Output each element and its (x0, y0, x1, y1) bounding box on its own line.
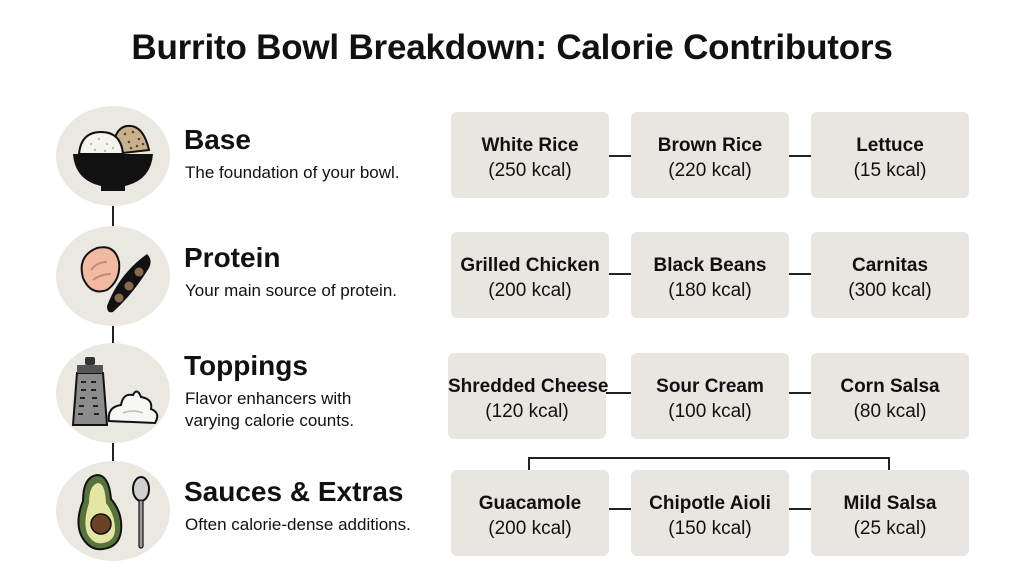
item-name: Shredded Cheese (448, 376, 609, 397)
item-name: Brown Rice (657, 135, 763, 156)
item-card-brown-rice: Brown Rice (220 kcal) (631, 112, 789, 198)
item-kcal: (15 kcal) (853, 160, 927, 181)
item-connector (789, 273, 811, 275)
item-name: Guacamole (478, 493, 582, 514)
item-name: White Rice (481, 135, 579, 156)
item-connector (606, 392, 631, 394)
item-kcal: (25 kcal) (853, 518, 927, 539)
item-connector (609, 155, 631, 157)
item-name: Carnitas (851, 255, 929, 276)
category-description-sauces-extras: Often calorie-dense additions. (185, 515, 411, 534)
category-title-base: Base (184, 124, 251, 155)
item-kcal: (80 kcal) (853, 401, 927, 422)
item-name: Grilled Chicken (460, 255, 600, 276)
item-card-mild-salsa: Mild Salsa (25 kcal) (811, 470, 969, 556)
item-name: Black Beans (653, 255, 767, 276)
item-name: Chipotle Aioli (649, 493, 771, 514)
category-connector-line (112, 190, 114, 480)
item-connector (609, 508, 631, 510)
item-kcal: (200 kcal) (488, 280, 572, 301)
description-line: varying calorie counts. (185, 411, 355, 430)
item-card-shredded-cheese: Shredded Cheese (120 kcal) (448, 353, 609, 439)
chicken-beans-icon (56, 226, 170, 326)
item-card-corn-salsa: Corn Salsa (80 kcal) (811, 353, 969, 439)
item-connector (609, 273, 631, 275)
item-card-lettuce: Lettuce (15 kcal) (811, 112, 969, 198)
category-description-base: The foundation of your bowl. (185, 163, 400, 182)
description-line: Flavor enhancers with (185, 389, 352, 408)
item-card-grilled-chicken: Grilled Chicken (200 kcal) (451, 232, 609, 318)
item-kcal: (150 kcal) (668, 518, 752, 539)
item-name: Lettuce (856, 135, 924, 156)
item-card-white-rice: White Rice (250 kcal) (451, 112, 609, 198)
item-kcal: (250 kcal) (488, 160, 572, 181)
item-connector (789, 392, 811, 394)
item-name: Mild Salsa (843, 493, 937, 514)
item-connector (789, 508, 811, 510)
item-kcal: (120 kcal) (485, 401, 569, 422)
item-card-carnitas: Carnitas (300 kcal) (811, 232, 969, 318)
category-description-protein: Your main source of protein. (185, 281, 397, 300)
item-name: Sour Cream (656, 376, 764, 397)
item-connector (789, 155, 811, 157)
category-title-protein: Protein (184, 242, 281, 273)
grater-cream-icon (56, 343, 170, 443)
group-bracket (528, 457, 890, 471)
category-title-sauces-extras: Sauces & Extras (184, 476, 404, 507)
item-kcal: (200 kcal) (488, 518, 572, 539)
item-kcal: (300 kcal) (848, 280, 932, 301)
item-name: Corn Salsa (840, 376, 940, 397)
item-kcal: (100 kcal) (668, 401, 752, 422)
page-title: Burrito Bowl Breakdown: Calorie Contribu… (131, 28, 893, 67)
avocado-spoon-icon (56, 461, 170, 561)
item-card-chipotle-aioli: Chipotle Aioli (150 kcal) (631, 470, 789, 556)
item-card-sour-cream: Sour Cream (100 kcal) (631, 353, 789, 439)
item-card-black-beans: Black Beans (180 kcal) (631, 232, 789, 318)
item-kcal: (220 kcal) (668, 160, 752, 181)
rice-bowl-icon (56, 106, 170, 206)
item-card-guacamole: Guacamole (200 kcal) (451, 470, 609, 556)
category-description-toppings: Flavor enhancers with varying calorie co… (185, 388, 354, 432)
item-kcal: (180 kcal) (668, 280, 752, 301)
category-title-toppings: Toppings (184, 350, 308, 381)
